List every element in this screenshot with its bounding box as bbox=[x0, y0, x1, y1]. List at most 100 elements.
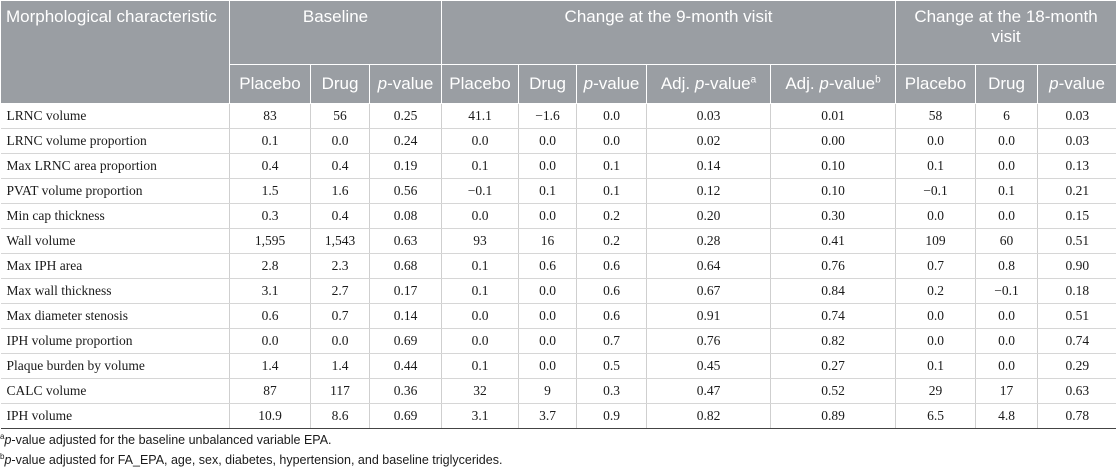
cell-baseline-drug: 2.7 bbox=[311, 279, 370, 304]
cell-baseline-drug: 8.6 bbox=[311, 404, 370, 429]
cell-baseline-drug: 1.6 bbox=[311, 179, 370, 204]
cell-18m-p-value: 0.21 bbox=[1038, 179, 1116, 204]
cell-baseline-p-value: 0.24 bbox=[370, 129, 442, 154]
cell-18m-p-value: 0.51 bbox=[1038, 304, 1116, 329]
cell-18m-placebo: 29 bbox=[896, 379, 976, 404]
cell-9m-adj-p-value-b: 0.10 bbox=[771, 179, 896, 204]
footnotes: ap-value adjusted for the baseline unbal… bbox=[0, 431, 1116, 471]
cell-baseline-placebo: 0.3 bbox=[230, 204, 311, 229]
header-9m-adj-p-value-a: Adj. p-valuea bbox=[647, 65, 771, 104]
cell-9m-placebo: 93 bbox=[442, 229, 519, 254]
cell-18m-placebo: 0.2 bbox=[896, 279, 976, 304]
cell-9m-p-value: 0.9 bbox=[577, 404, 647, 429]
cell-baseline-p-value: 0.63 bbox=[370, 229, 442, 254]
cell-baseline-drug: 56 bbox=[311, 104, 370, 129]
cell-18m-drug: 6 bbox=[976, 104, 1038, 129]
cell-9m-drug: 0.0 bbox=[519, 279, 577, 304]
cell-baseline-placebo: 3.1 bbox=[230, 279, 311, 304]
cell-baseline-p-value: 0.19 bbox=[370, 154, 442, 179]
row-label: CALC volume bbox=[1, 379, 230, 404]
cell-18m-placebo: 0.7 bbox=[896, 254, 976, 279]
cell-baseline-placebo: 0.0 bbox=[230, 329, 311, 354]
cell-9m-adj-p-value-a: 0.76 bbox=[647, 329, 771, 354]
cell-9m-p-value: 0.6 bbox=[577, 254, 647, 279]
cell-baseline-p-value: 0.17 bbox=[370, 279, 442, 304]
cell-9m-adj-p-value-b: 0.41 bbox=[771, 229, 896, 254]
cell-18m-placebo: 0.0 bbox=[896, 204, 976, 229]
cell-9m-adj-p-value-b: 0.76 bbox=[771, 254, 896, 279]
cell-baseline-placebo: 1,595 bbox=[230, 229, 311, 254]
cell-18m-placebo: 109 bbox=[896, 229, 976, 254]
cell-18m-p-value: 0.29 bbox=[1038, 354, 1116, 379]
header-9m-placebo: Placebo bbox=[442, 65, 519, 104]
cell-9m-adj-p-value-a: 0.20 bbox=[647, 204, 771, 229]
cell-baseline-drug: 1.4 bbox=[311, 354, 370, 379]
cell-9m-adj-p-value-b: 0.00 bbox=[771, 129, 896, 154]
row-label: Max diameter stenosis bbox=[1, 304, 230, 329]
cell-9m-drug: 0.0 bbox=[519, 329, 577, 354]
cell-9m-adj-p-value-a: 0.67 bbox=[647, 279, 771, 304]
row-label: Plaque burden by volume bbox=[1, 354, 230, 379]
cell-baseline-drug: 0.0 bbox=[311, 129, 370, 154]
cell-9m-p-value: 0.2 bbox=[577, 229, 647, 254]
cell-baseline-drug: 2.3 bbox=[311, 254, 370, 279]
cell-9m-p-value: 0.6 bbox=[577, 304, 647, 329]
cell-9m-drug: 0.6 bbox=[519, 254, 577, 279]
cell-9m-adj-p-value-a: 0.14 bbox=[647, 154, 771, 179]
cell-9m-p-value: 0.6 bbox=[577, 279, 647, 304]
header-characteristic: Morphological characteristic bbox=[1, 1, 230, 104]
header-change-18-month: Change at the 18-month visit bbox=[896, 1, 1116, 65]
cell-baseline-p-value: 0.68 bbox=[370, 254, 442, 279]
row-label: Max LRNC area proportion bbox=[1, 154, 230, 179]
cell-9m-placebo: 0.1 bbox=[442, 154, 519, 179]
cell-9m-adj-p-value-a: 0.12 bbox=[647, 179, 771, 204]
cell-baseline-p-value: 0.56 bbox=[370, 179, 442, 204]
cell-baseline-placebo: 2.8 bbox=[230, 254, 311, 279]
cell-9m-placebo: 0.0 bbox=[442, 129, 519, 154]
cell-18m-drug: 4.8 bbox=[976, 404, 1038, 429]
cell-baseline-placebo: 0.1 bbox=[230, 129, 311, 154]
cell-18m-drug: 0.1 bbox=[976, 179, 1038, 204]
cell-9m-adj-p-value-b: 0.84 bbox=[771, 279, 896, 304]
cell-18m-p-value: 0.15 bbox=[1038, 204, 1116, 229]
cell-9m-drug: 3.7 bbox=[519, 404, 577, 429]
cell-baseline-p-value: 0.14 bbox=[370, 304, 442, 329]
cell-9m-drug: 9 bbox=[519, 379, 577, 404]
cell-9m-adj-p-value-b: 0.52 bbox=[771, 379, 896, 404]
cell-9m-p-value: 0.5 bbox=[577, 354, 647, 379]
row-label: PVAT volume proportion bbox=[1, 179, 230, 204]
footnote-b: bp-value adjusted for FA_EPA, age, sex, … bbox=[0, 451, 1116, 471]
row-label: Wall volume bbox=[1, 229, 230, 254]
cell-baseline-placebo: 0.6 bbox=[230, 304, 311, 329]
row-label: LRNC volume bbox=[1, 104, 230, 129]
cell-baseline-p-value: 0.44 bbox=[370, 354, 442, 379]
cell-baseline-placebo: 87 bbox=[230, 379, 311, 404]
cell-9m-adj-p-value-b: 0.10 bbox=[771, 154, 896, 179]
cell-9m-placebo: 0.1 bbox=[442, 354, 519, 379]
row-label: LRNC volume proportion bbox=[1, 129, 230, 154]
cell-9m-placebo: 3.1 bbox=[442, 404, 519, 429]
cell-9m-adj-p-value-b: 0.89 bbox=[771, 404, 896, 429]
cell-9m-drug: 16 bbox=[519, 229, 577, 254]
cell-9m-p-value: 0.1 bbox=[577, 154, 647, 179]
header-baseline-p-value: p-value bbox=[370, 65, 442, 104]
cell-baseline-placebo: 1.4 bbox=[230, 354, 311, 379]
cell-9m-p-value: 0.0 bbox=[577, 129, 647, 154]
cell-18m-p-value: 0.78 bbox=[1038, 404, 1116, 429]
header-18m-drug: Drug bbox=[976, 65, 1038, 104]
cell-9m-drug: 0.1 bbox=[519, 179, 577, 204]
cell-18m-p-value: 0.63 bbox=[1038, 379, 1116, 404]
cell-9m-adj-p-value-b: 0.01 bbox=[771, 104, 896, 129]
cell-baseline-drug: 0.4 bbox=[311, 154, 370, 179]
cell-9m-adj-p-value-b: 0.74 bbox=[771, 304, 896, 329]
header-18m-p-value: p-value bbox=[1038, 65, 1116, 104]
row-label: Max wall thickness bbox=[1, 279, 230, 304]
header-change-9-month: Change at the 9-month visit bbox=[442, 1, 896, 65]
cell-9m-placebo: 0.0 bbox=[442, 204, 519, 229]
